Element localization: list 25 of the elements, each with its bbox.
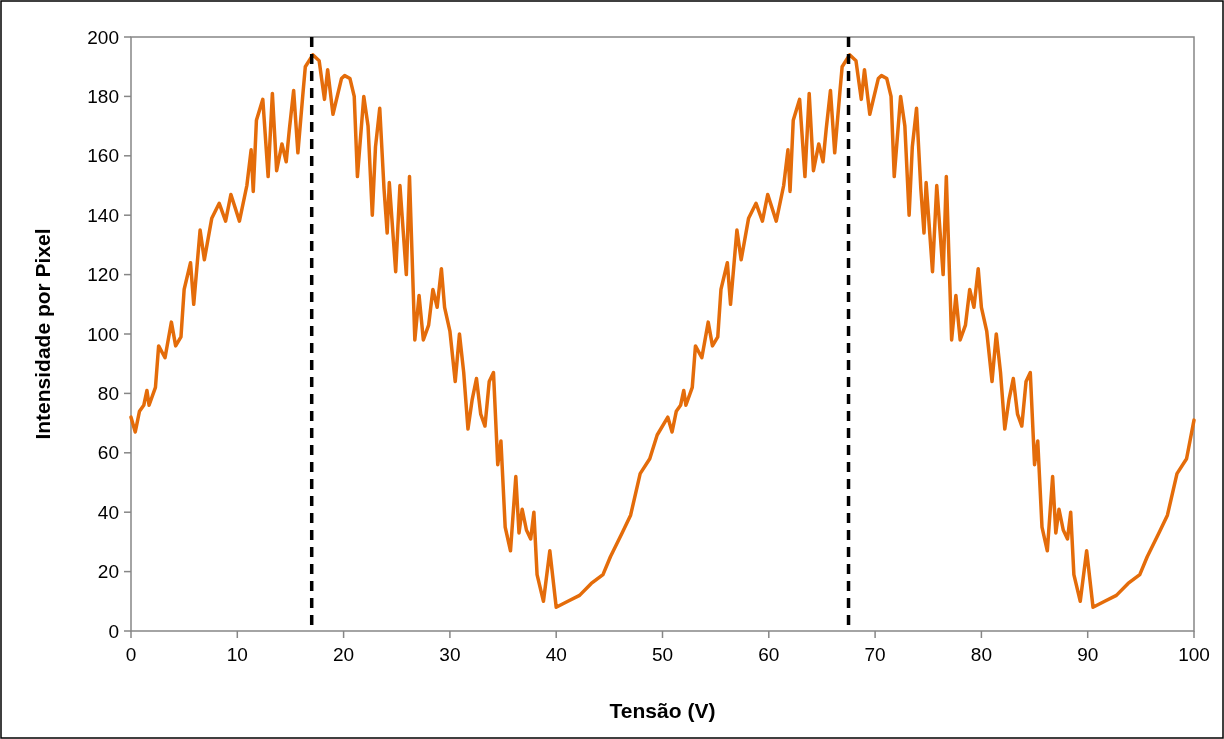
y-tick-label: 40: [97, 501, 119, 523]
x-tick-label: 50: [651, 644, 674, 665]
y-tick-label: 20: [97, 561, 119, 583]
y-axis-title: Intensidade por Pixel: [31, 228, 54, 440]
x-tick-label: 20: [333, 644, 355, 665]
x-tick-label: 60: [758, 644, 780, 665]
x-tick-label: 30: [439, 644, 461, 665]
y-tick-label: 80: [97, 383, 119, 405]
x-tick-label: 40: [545, 644, 567, 665]
line-series: [129, 53, 1196, 609]
x-tick-label: 10: [226, 644, 248, 665]
y-tick-label: 100: [87, 323, 119, 345]
x-tick-label: 100: [1178, 644, 1210, 665]
y-tick-label: 180: [87, 86, 119, 108]
x-tick-label: 80: [970, 644, 992, 665]
x-tick-label: 90: [1077, 644, 1099, 665]
x-tick-label: 70: [864, 644, 886, 665]
x-tick-label: 0: [125, 644, 137, 665]
y-tick-label: 140: [87, 204, 119, 226]
y-tick-label: 200: [87, 26, 119, 48]
y-tick-label: 160: [87, 145, 119, 167]
y-tick-label: 120: [87, 264, 119, 286]
y-tick-label: 0: [108, 620, 119, 642]
y-tick-label: 60: [97, 442, 119, 464]
x-axis-title: Tensão (V): [609, 699, 716, 722]
